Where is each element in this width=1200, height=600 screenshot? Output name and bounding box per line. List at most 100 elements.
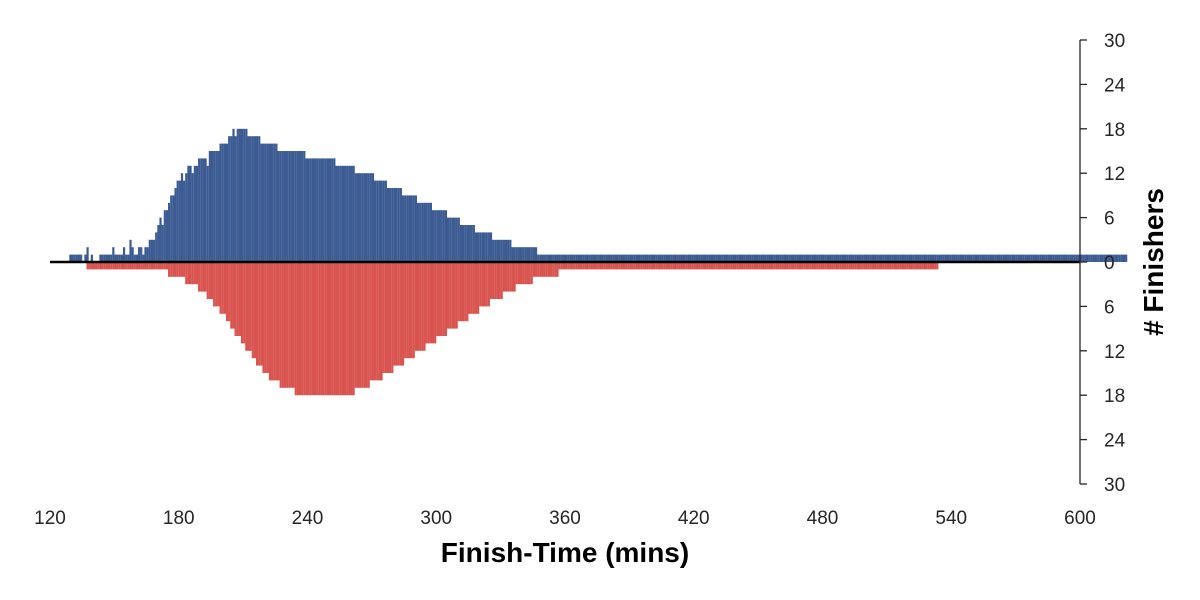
bar-up xyxy=(592,254,596,262)
bar-up xyxy=(625,254,628,262)
bar-up xyxy=(597,254,600,262)
bar-up xyxy=(663,254,666,262)
bar-up xyxy=(698,254,701,262)
bar-down xyxy=(95,262,98,270)
bar-down xyxy=(365,262,368,388)
bar-up xyxy=(1045,254,1048,262)
bar-up xyxy=(157,225,160,262)
bar-up xyxy=(940,254,943,262)
bar-up xyxy=(1077,254,1081,262)
bar-down xyxy=(526,262,529,285)
bar-up xyxy=(208,151,211,262)
bar-up xyxy=(1099,254,1102,262)
bar-down xyxy=(137,262,141,270)
bar-down xyxy=(195,262,199,285)
bar-up xyxy=(337,165,340,262)
bar-down xyxy=(528,262,531,285)
bar-up xyxy=(1009,254,1012,262)
bar-up xyxy=(944,254,948,262)
bar-up xyxy=(762,254,765,262)
bar-down xyxy=(599,262,602,270)
bar-up xyxy=(964,254,967,262)
bar-up xyxy=(1002,254,1005,262)
bar-down xyxy=(509,262,512,292)
bar-down xyxy=(412,262,415,359)
bar-up xyxy=(288,151,291,262)
bar-down xyxy=(309,262,312,396)
bar-down xyxy=(273,262,276,381)
bar-down xyxy=(183,262,186,277)
bar-down xyxy=(683,262,686,270)
bar-down xyxy=(582,262,585,270)
bar-down xyxy=(612,262,615,270)
bar-up xyxy=(316,158,319,262)
bar-up xyxy=(668,254,671,262)
bar-up xyxy=(71,254,74,262)
bar-up xyxy=(554,254,557,262)
bar-up xyxy=(193,165,196,262)
bar-up xyxy=(386,188,390,262)
bar-down xyxy=(318,262,321,396)
bar-up xyxy=(309,158,312,262)
bar-down xyxy=(277,262,280,381)
bar-down xyxy=(346,262,349,396)
bar-up xyxy=(725,254,729,262)
bar-down xyxy=(397,262,400,366)
bar-up xyxy=(318,158,321,262)
bar-up xyxy=(281,151,284,262)
bar-down xyxy=(841,262,845,270)
bar-up xyxy=(453,217,456,262)
bar-down xyxy=(607,262,611,270)
bar-down xyxy=(794,262,797,270)
bar-up xyxy=(339,165,342,262)
bar-up xyxy=(846,254,849,262)
bar-up xyxy=(1112,254,1115,262)
bar-up xyxy=(768,254,772,262)
bar-down xyxy=(912,262,915,270)
bar-down xyxy=(715,262,718,270)
bar-up xyxy=(850,254,853,262)
bar-down xyxy=(768,262,772,270)
bar-down xyxy=(901,262,905,270)
bar-up xyxy=(777,254,780,262)
bar-down xyxy=(105,262,108,270)
bar-up xyxy=(713,254,716,262)
bar-down xyxy=(155,262,158,270)
bar-up xyxy=(629,254,632,262)
bar-down xyxy=(929,262,932,270)
bar-up xyxy=(919,254,922,262)
bar-up xyxy=(633,254,636,262)
bar-down xyxy=(107,262,111,270)
bar-down xyxy=(296,262,299,396)
bar-up xyxy=(897,254,900,262)
bar-up xyxy=(659,254,662,262)
bar-down xyxy=(464,262,467,322)
bar-down xyxy=(125,262,128,270)
bar-down xyxy=(863,262,866,270)
bar-up xyxy=(582,254,585,262)
bar-up xyxy=(595,254,598,262)
bar-down xyxy=(614,262,617,270)
bar-up xyxy=(983,254,986,262)
bar-down xyxy=(356,262,360,388)
bar-down xyxy=(702,262,705,270)
bar-up xyxy=(700,254,703,262)
bar-down xyxy=(650,262,654,270)
bar-up xyxy=(565,254,568,262)
bar-up xyxy=(816,254,819,262)
bar-up xyxy=(1007,254,1010,262)
bar-up xyxy=(268,143,272,262)
bar-down xyxy=(442,262,445,336)
bar-down xyxy=(610,262,613,270)
bar-up xyxy=(509,239,512,262)
bar-up xyxy=(1125,254,1128,262)
bar-up xyxy=(271,143,274,262)
bar-up xyxy=(416,202,420,262)
bar-up xyxy=(213,151,216,262)
bar-down xyxy=(575,262,578,270)
bar-down xyxy=(657,262,660,270)
bar-down xyxy=(880,262,883,270)
bar-down xyxy=(165,262,169,270)
bar-up xyxy=(936,254,939,262)
bar-up xyxy=(843,254,847,262)
